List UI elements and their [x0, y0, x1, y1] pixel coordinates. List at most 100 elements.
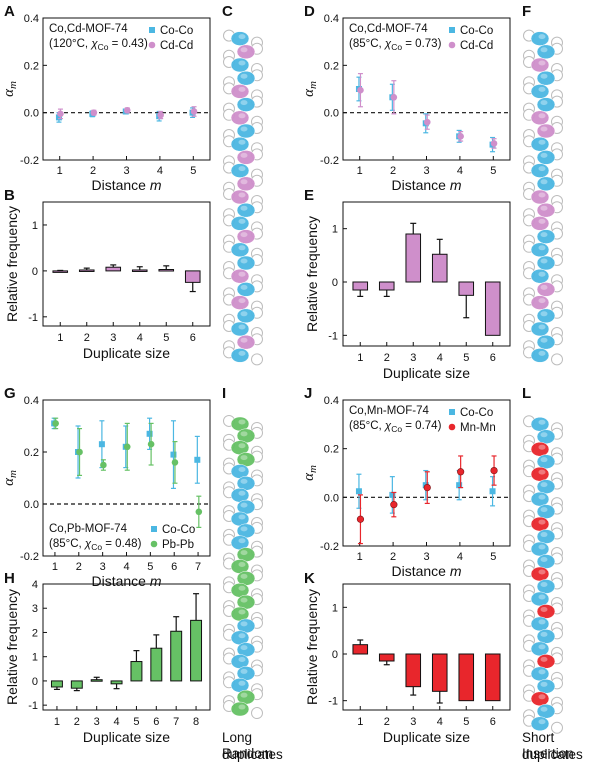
x-tick-label: 5 — [463, 352, 469, 364]
chain-l — [523, 415, 563, 734]
chain-highlight — [540, 681, 548, 687]
chain-highlight — [538, 644, 546, 650]
chain-highlight — [238, 218, 246, 224]
chain-highlight — [540, 205, 548, 211]
y-tick-label: 0 — [32, 266, 38, 278]
bar — [150, 647, 163, 682]
bar — [131, 269, 148, 272]
x-tick-label: 7 — [195, 561, 201, 573]
x-tick-label: 6 — [153, 716, 159, 728]
legend-marker — [449, 27, 455, 33]
chain-highlight — [538, 494, 546, 500]
panel-letter-f: F — [522, 3, 531, 20]
chain-metal — [536, 308, 556, 324]
chain-ring — [251, 707, 263, 720]
chain-highlight — [240, 597, 248, 603]
data-point-square — [146, 430, 153, 437]
y-tick-label: 1 — [32, 220, 38, 232]
chain-metal — [536, 176, 556, 192]
chain-highlight — [238, 443, 246, 449]
x-tick-label: 4 — [137, 332, 143, 344]
chain-highlight — [238, 34, 246, 40]
chain-metal — [230, 110, 250, 126]
chain-highlight — [238, 704, 246, 710]
chain-highlight — [238, 139, 246, 145]
panel-letter-i: I — [222, 385, 226, 402]
bar — [405, 653, 422, 688]
chain-metal — [236, 150, 256, 165]
annotation-line: (85°C, χCo = 0.48) — [49, 538, 142, 552]
chain-highlight — [238, 562, 246, 567]
chain-highlight — [240, 550, 248, 556]
chain-highlight — [238, 419, 246, 425]
y-tick-label: 0 — [332, 277, 338, 289]
chain-metal — [536, 150, 556, 165]
data-point-circle — [390, 93, 398, 101]
x-tick-label: 2 — [390, 551, 396, 563]
x-tick-label: 3 — [100, 561, 106, 573]
bar — [184, 270, 201, 283]
chain-i — [223, 414, 263, 720]
y-axis-label: αm — [301, 465, 319, 481]
chain-highlight — [540, 507, 548, 513]
chain-metal — [530, 716, 550, 732]
chart-j: -0.2 0.0 0.2 0.4 1 2 3 4 5 Distance m αm Co,Mn-MOF-… — [301, 395, 511, 579]
caption-l: Insertion — [522, 746, 574, 761]
x-tick-label: 2 — [384, 716, 390, 728]
y-axis-label: Relative frequency — [4, 206, 20, 322]
x-tick-label: 2 — [74, 716, 80, 728]
x-tick-label: 1 — [57, 165, 63, 177]
y-tick-label: 4 — [32, 579, 38, 591]
panel-letter-g: G — [4, 385, 16, 402]
bar — [378, 653, 395, 662]
chain-highlight — [240, 100, 248, 106]
chain-highlight — [238, 324, 246, 330]
chain-metal — [230, 348, 250, 363]
y-tick-label: -1 — [328, 696, 338, 708]
x-tick-label: 7 — [173, 716, 179, 728]
bar — [378, 281, 395, 291]
chain-highlight — [540, 656, 548, 662]
chain-metal — [230, 701, 250, 717]
data-point-circle — [57, 110, 64, 118]
chain-highlight — [538, 719, 546, 725]
chain-highlight — [238, 657, 246, 663]
x-tick-label: 6 — [190, 332, 196, 344]
data-point-circle — [171, 459, 179, 466]
chart-b: -1 0 1 1 2 3 4 5 6 Duplicate size Relative frequen… — [4, 201, 211, 361]
chain-highlight — [240, 668, 248, 674]
x-tick-label: 5 — [190, 165, 196, 177]
data-point-square — [170, 451, 177, 458]
chain-highlight — [540, 432, 548, 438]
chain-metal — [236, 97, 256, 112]
data-point-square — [389, 491, 396, 498]
chain-metal — [236, 202, 256, 218]
bar — [484, 281, 501, 336]
chain-highlight — [540, 179, 548, 185]
chain-highlight — [238, 298, 246, 304]
data-point-circle — [423, 118, 431, 126]
bar — [52, 270, 69, 273]
chain-highlight — [540, 581, 548, 587]
chain-highlight — [238, 490, 246, 496]
y-tick-label: 0.0 — [324, 492, 339, 504]
caption-i: duplicates — [222, 747, 283, 762]
x-tick-label: 4 — [437, 352, 443, 364]
y-tick-label: 0 — [332, 649, 338, 661]
bar — [431, 253, 448, 283]
chain-highlight — [538, 694, 546, 700]
x-tick-label: 3 — [423, 165, 429, 177]
panel-letter-c: C — [222, 3, 233, 20]
chain-highlight — [540, 337, 548, 343]
chain-highlight — [538, 544, 546, 550]
x-axis-label: Distance m — [391, 177, 461, 193]
chain-highlight — [538, 444, 546, 450]
chain-highlight — [538, 324, 546, 330]
chain-highlight — [240, 478, 248, 484]
bar — [405, 233, 422, 283]
chain-highlight — [240, 126, 248, 132]
chain-highlight — [240, 284, 248, 290]
legend-label: Co-Co — [460, 25, 493, 37]
chain-metal — [530, 216, 550, 231]
